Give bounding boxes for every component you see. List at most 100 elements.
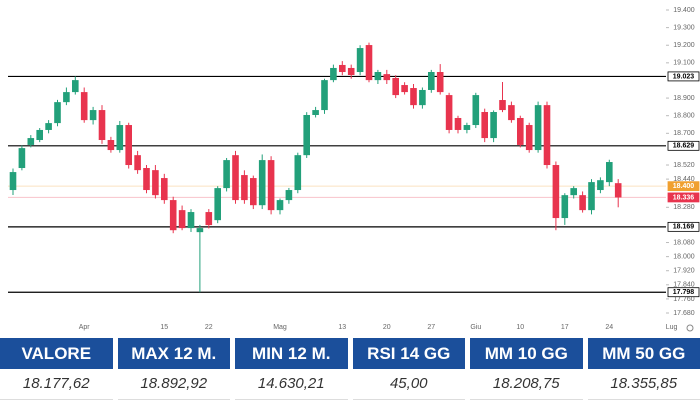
candle-body [561,195,569,219]
y-tick-label: 17.840 [673,282,695,289]
y-tick-label: 18.520 [673,162,695,169]
level-label: 18.169 [673,224,695,231]
level-box [667,71,700,82]
candle-body [597,180,604,191]
level-box [667,221,700,232]
candle-body [419,89,426,106]
candle-body [481,111,488,139]
table-header: MAX 12 M. [117,338,230,369]
candle-body [134,155,141,171]
y-tick-label: 18.280 [673,204,695,211]
candle-body [36,129,43,141]
candle-body [517,117,524,145]
y-tick-label: 19.200 [673,42,695,49]
table-cell: 45,00 [352,369,465,400]
candle-body [330,67,337,81]
table-header: MM 10 GG [470,338,583,369]
chart: 19.400 19.300 19.200 19.100 18.900 18.800 18.7… [8,7,700,332]
candle-body [18,148,26,169]
y-tick-label: 19.300 [673,24,695,31]
candle-body [401,85,408,93]
y-tick-label: 19.100 [673,60,695,67]
x-tick-label: 15 [160,324,168,331]
level-label: 18.400 [673,183,695,190]
candle-body [445,95,453,130]
x-tick-label: Giu [470,324,481,331]
y-tick-label: 18.800 [673,113,695,120]
candle-body [374,72,382,81]
x-tick-label: Lug [666,324,678,331]
table-header: MIN 12 M. [235,338,348,369]
settings-icon[interactable] [686,324,694,332]
candle-body [54,102,61,124]
table-cell: 14.630,21 [235,369,348,400]
table-cell: 18.208,75 [470,369,583,400]
y-tick-label: 19.400 [673,7,695,14]
level-label: 17.798 [673,289,695,296]
candle-body [223,160,230,189]
candle-body [525,125,533,151]
level-box [667,181,700,192]
candle-body [178,210,186,229]
candle-body [205,212,213,226]
candle-body [490,111,497,139]
candle-body [579,195,586,211]
candle-body [72,80,79,93]
candle-body [169,200,177,231]
candle-body [45,123,52,130]
table-header: MM 50 GG [587,338,700,369]
x-tick-label: 27 [427,324,435,331]
candle-body [161,178,168,201]
x-tick-label: 10 [516,324,524,331]
candle-body [267,160,275,211]
table-header: RSI 14 GG [352,338,465,369]
candle-body [347,67,355,76]
x-tick-label: 20 [383,324,391,331]
x-tick-label: 13 [338,324,346,331]
candle-body [428,72,435,90]
candle-body [339,64,346,73]
candle-body [365,45,373,81]
x-tick-label: Mag [273,324,287,331]
candle-body [534,105,542,151]
candle-body [463,125,471,130]
candle-body [125,125,132,166]
candle-body [312,110,319,115]
candle-body [143,168,150,191]
table-header: VALORE [0,338,113,369]
stats-table: VALORE MAX 12 M. MIN 12 M. RSI 14 GG MM 10 G… [0,338,700,400]
x-tick-label: 17 [561,324,569,331]
candle-body [27,138,35,145]
candle-body [356,48,364,73]
level-box [667,192,700,203]
y-tick-label: 17.920 [673,268,695,275]
candle-body [187,212,195,229]
candle-body [250,178,257,206]
candle-body [410,88,417,106]
candle-body [508,105,515,121]
candle-body [258,160,266,206]
candle-body [152,170,159,196]
y-tick-label: 18.900 [673,95,695,102]
candle-body [116,125,124,151]
candle-body [89,110,97,121]
candle-body [63,92,70,103]
candle-body [383,74,391,81]
candle-body [80,92,88,121]
candle-body [588,182,595,211]
candle-body [232,155,239,201]
candle-body [276,200,284,211]
y-tick-label: 18.000 [673,253,695,260]
level-label: 18.629 [673,143,695,150]
candle-body [436,72,444,93]
candle-body [552,165,560,219]
candle-body [9,172,17,191]
candle-body [454,117,462,130]
y-tick-label: 18.080 [673,239,695,246]
table-cell: 18.177,62 [0,369,113,400]
candle-body [570,188,577,196]
y-tick-label: 17.680 [673,310,695,317]
candle-body [606,162,613,183]
candle-body [472,95,480,126]
level-box [667,140,700,151]
